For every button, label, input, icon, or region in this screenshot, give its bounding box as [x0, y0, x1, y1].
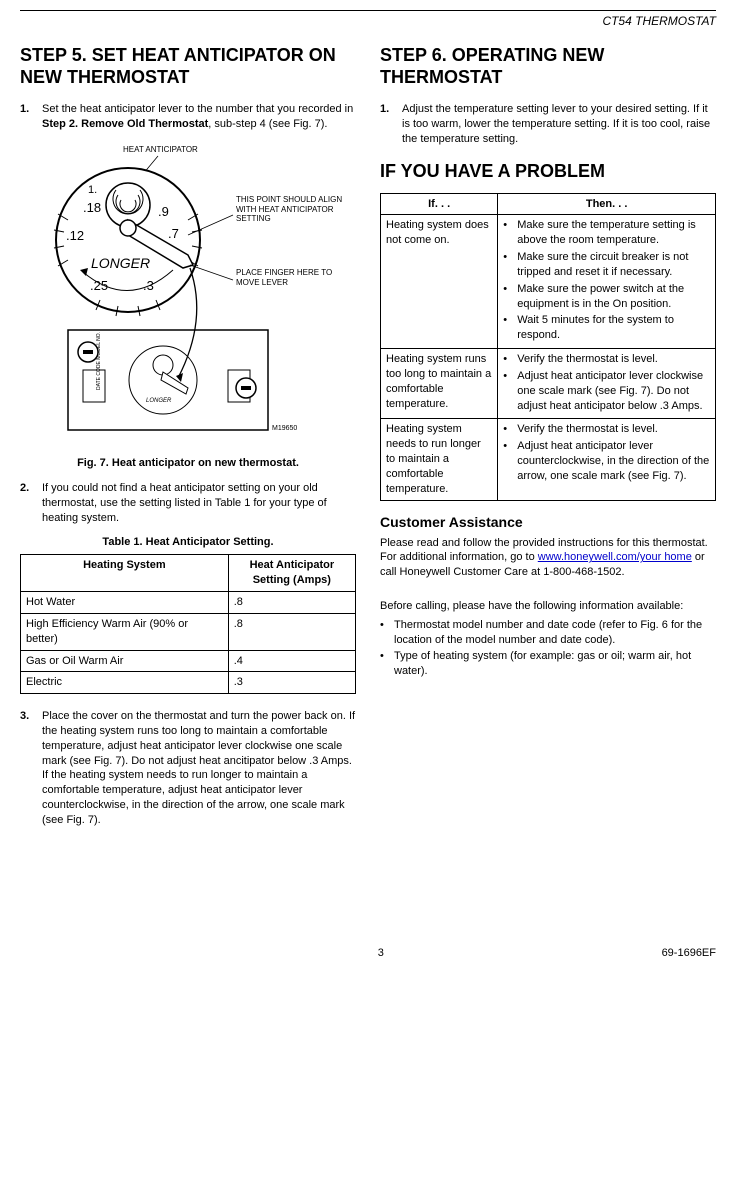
svg-text:1.: 1.: [88, 184, 97, 196]
table-row: Electric.3: [21, 672, 356, 694]
step5-item-2: 2. If you could not find a heat anticipa…: [20, 481, 356, 526]
fig7-caption: Fig. 7. Heat anticipator on new thermost…: [20, 456, 356, 471]
honeywell-link[interactable]: www.honeywell.com/your home: [538, 551, 692, 563]
figure-7: HEAT ANTICIPATOR .18 .12: [20, 140, 356, 450]
table-row: Gas or Oil Warm Air.4: [21, 650, 356, 672]
step6-heading: STEP 6. OPERATING NEW THERMOSTAT: [380, 45, 716, 88]
assist-paragraph-2: Before calling, please have the followin…: [380, 599, 716, 614]
step5-heading: STEP 5. SET HEAT ANTICIPATOR ON NEW THER…: [20, 45, 356, 88]
svg-text:.18: .18: [83, 200, 101, 215]
svg-text:M19650: M19650: [272, 425, 297, 432]
svg-text:.9: .9: [158, 204, 169, 219]
table-row: Heating system needs to run longer to ma…: [381, 419, 716, 500]
step5-item-1: 1. Set the heat anticipator lever to the…: [20, 102, 356, 132]
table-troubleshoot: If. . . Then. . . Heating system does no…: [380, 193, 716, 501]
left-column: STEP 5. SET HEAT ANTICIPATOR ON NEW THER…: [20, 43, 356, 836]
svg-text:LONGER: LONGER: [146, 398, 172, 404]
svg-text:DATE CODE MODEL NO.: DATE CODE MODEL NO.: [96, 332, 102, 390]
svg-text:.7: .7: [168, 226, 179, 241]
heat-anticipator-diagram: HEAT ANTICIPATOR .18 .12: [28, 140, 348, 450]
svg-text:HEAT ANTICIPATOR: HEAT ANTICIPATOR: [123, 145, 198, 154]
problem-heading: IF YOU HAVE A PROBLEM: [380, 161, 716, 183]
doc-number: 69-1696EF: [662, 946, 716, 961]
table-row: High Efficiency Warm Air (90% or better)…: [21, 613, 356, 650]
assist-heading: Customer Assistance: [380, 513, 716, 532]
assist-paragraph-1: Please read and follow the provided inst…: [380, 536, 716, 581]
table-heat-anticipator: Heating System Heat Anticipator Setting …: [20, 554, 356, 694]
right-column: STEP 6. OPERATING NEW THERMOSTAT 1. Adju…: [380, 43, 716, 836]
assist-bullets: Thermostat model number and date code (r…: [380, 618, 716, 679]
table1-caption: Table 1. Heat Anticipator Setting.: [20, 535, 356, 550]
header-product: CT54 THERMOSTAT: [20, 13, 716, 29]
svg-text:.25: .25: [90, 278, 108, 293]
page-number: 3: [100, 946, 662, 961]
table-row: Heating system runs too long to maintain…: [381, 349, 716, 419]
step6-item-1: 1. Adjust the temperature setting lever …: [380, 102, 716, 147]
table-row: Hot Water.8: [21, 591, 356, 613]
table-row: Heating system does not come on. Make su…: [381, 215, 716, 349]
svg-text:.12: .12: [66, 228, 84, 243]
svg-text:LONGER: LONGER: [91, 255, 150, 271]
step5-item-3: 3. Place the cover on the thermostat and…: [20, 709, 356, 828]
page-footer: 3 69-1696EF: [20, 946, 716, 961]
